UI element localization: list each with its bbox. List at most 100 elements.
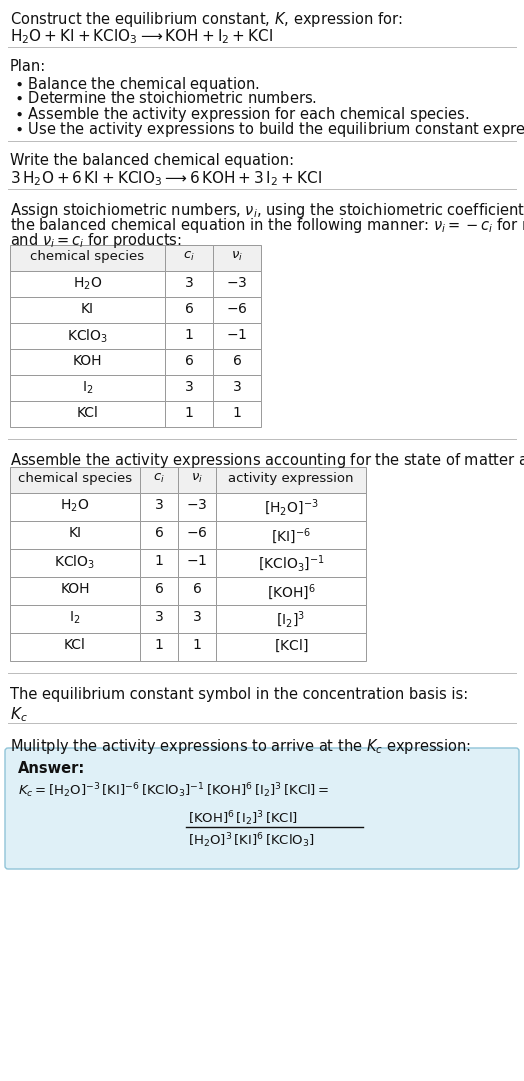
Text: $[\mathrm{KClO_3}]^{-1}$: $[\mathrm{KClO_3}]^{-1}$	[258, 553, 324, 574]
Text: Plan:: Plan:	[10, 59, 46, 74]
Bar	[10, 401, 165, 427]
Text: KOH: KOH	[73, 353, 102, 368]
Text: $[\mathrm{KOH}]^{6}$: $[\mathrm{KOH}]^{6}$	[267, 582, 315, 602]
Bar	[216, 605, 366, 633]
Bar	[10, 521, 140, 549]
Text: KI: KI	[81, 302, 94, 316]
Text: $\bullet$ Balance the chemical equation.: $\bullet$ Balance the chemical equation.	[14, 75, 259, 94]
Text: $[\mathrm{H_2O}]^{-3}$: $[\mathrm{H_2O}]^{-3}$	[264, 498, 318, 519]
Bar	[178, 549, 216, 577]
Bar	[140, 633, 178, 660]
Text: 1: 1	[184, 328, 193, 342]
Text: $-3$: $-3$	[187, 498, 208, 512]
Bar	[10, 467, 366, 493]
Text: $\nu_i$: $\nu_i$	[191, 472, 203, 485]
Bar	[165, 323, 213, 349]
Bar	[213, 271, 261, 297]
Text: $\mathrm{I_2}$: $\mathrm{I_2}$	[82, 381, 93, 397]
Bar	[10, 245, 261, 271]
Text: chemical species: chemical species	[30, 250, 145, 263]
Bar	[178, 577, 216, 605]
Bar	[165, 375, 213, 401]
Text: 6: 6	[155, 582, 163, 596]
Bar	[10, 271, 165, 297]
Text: Mulitply the activity expressions to arrive at the $K_c$ expression:: Mulitply the activity expressions to arr…	[10, 737, 471, 756]
Text: $K_c$: $K_c$	[10, 705, 28, 723]
Text: 1: 1	[192, 638, 201, 652]
Text: 6: 6	[155, 526, 163, 540]
Text: and $\nu_i = c_i$ for products:: and $\nu_i = c_i$ for products:	[10, 231, 182, 250]
Text: $-1$: $-1$	[226, 328, 248, 342]
Text: $\mathrm{I_2}$: $\mathrm{I_2}$	[69, 610, 81, 626]
Bar	[10, 297, 165, 323]
Text: $[\mathrm{KOH}]^{6}\,[\mathrm{I_2}]^{3}\,[\mathrm{KCl}]$: $[\mathrm{KOH}]^{6}\,[\mathrm{I_2}]^{3}\…	[188, 809, 298, 828]
Bar	[140, 493, 178, 521]
Text: KI: KI	[69, 526, 82, 540]
Text: Answer:: Answer:	[18, 761, 85, 776]
Text: $-6$: $-6$	[226, 302, 248, 316]
Bar	[178, 521, 216, 549]
Text: 6: 6	[233, 353, 242, 368]
Text: 1: 1	[155, 553, 163, 568]
Text: $\bullet$ Determine the stoichiometric numbers.: $\bullet$ Determine the stoichiometric n…	[14, 90, 317, 106]
Text: $\mathrm{KClO_3}$: $\mathrm{KClO_3}$	[54, 553, 95, 572]
Bar	[216, 549, 366, 577]
Text: Assemble the activity expressions accounting for the state of matter and $\nu_i$: Assemble the activity expressions accoun…	[10, 451, 524, 470]
Bar	[178, 605, 216, 633]
Bar	[10, 549, 140, 577]
Bar	[165, 401, 213, 427]
Text: $\bullet$ Assemble the activity expression for each chemical species.: $\bullet$ Assemble the activity expressi…	[14, 105, 470, 124]
Text: $[\mathrm{KI}]^{-6}$: $[\mathrm{KI}]^{-6}$	[271, 526, 311, 546]
Bar	[10, 349, 165, 375]
Bar	[10, 245, 165, 271]
Bar	[140, 577, 178, 605]
Text: 6: 6	[184, 302, 193, 316]
Bar	[165, 297, 213, 323]
Text: $\bullet$ Use the activity expressions to build the equilibrium constant express: $\bullet$ Use the activity expressions t…	[14, 120, 524, 139]
Text: $\mathrm{3\,H_2O + 6\,KI + KClO_3 \longrightarrow 6\,KOH + 3\,I_2 + KCl}$: $\mathrm{3\,H_2O + 6\,KI + KClO_3 \longr…	[10, 169, 322, 188]
Bar	[165, 245, 213, 271]
Text: 3: 3	[155, 610, 163, 624]
Text: 6: 6	[184, 353, 193, 368]
Bar	[165, 271, 213, 297]
Bar	[10, 467, 140, 493]
Text: the balanced chemical equation in the following manner: $\nu_i = -c_i$ for react: the balanced chemical equation in the fo…	[10, 216, 524, 235]
Bar	[10, 633, 140, 660]
Text: 1: 1	[184, 406, 193, 421]
Text: $\mathrm{KClO_3}$: $\mathrm{KClO_3}$	[67, 328, 108, 346]
Bar	[216, 577, 366, 605]
Text: 6: 6	[192, 582, 201, 596]
Text: $\nu_i$: $\nu_i$	[231, 250, 243, 263]
Bar	[213, 375, 261, 401]
Text: 3: 3	[184, 381, 193, 393]
Text: KCl: KCl	[77, 406, 99, 421]
Bar	[10, 577, 140, 605]
Text: 1: 1	[233, 406, 242, 421]
Text: KCl: KCl	[64, 638, 86, 652]
Bar	[216, 493, 366, 521]
Bar	[216, 633, 366, 660]
FancyBboxPatch shape	[5, 748, 519, 869]
Bar	[140, 521, 178, 549]
Bar	[140, 605, 178, 633]
Bar	[178, 467, 216, 493]
Bar	[216, 467, 366, 493]
Text: $[\mathrm{KCl}]$: $[\mathrm{KCl}]$	[274, 638, 308, 654]
Text: $c_i$: $c_i$	[183, 250, 195, 263]
Text: 3: 3	[184, 276, 193, 290]
Text: $c_i$: $c_i$	[153, 472, 165, 485]
Text: $\mathrm{H_2O}$: $\mathrm{H_2O}$	[73, 276, 102, 292]
Bar	[213, 323, 261, 349]
Text: $-1$: $-1$	[187, 553, 208, 568]
Bar	[10, 493, 140, 521]
Bar	[178, 493, 216, 521]
Text: $[\mathrm{H_2O}]^{3}\,[\mathrm{KI}]^{6}\,[\mathrm{KClO_3}]$: $[\mathrm{H_2O}]^{3}\,[\mathrm{KI}]^{6}\…	[188, 831, 315, 850]
Text: Assign stoichiometric numbers, $\nu_i$, using the stoichiometric coefficients, $: Assign stoichiometric numbers, $\nu_i$, …	[10, 201, 524, 221]
Text: 1: 1	[155, 638, 163, 652]
Text: 3: 3	[233, 381, 242, 393]
Text: 3: 3	[155, 498, 163, 512]
Text: Construct the equilibrium constant, $K$, expression for:: Construct the equilibrium constant, $K$,…	[10, 10, 402, 29]
Bar	[140, 467, 178, 493]
Bar	[10, 605, 140, 633]
Text: $K_c = [\mathrm{H_2O}]^{-3}\,[\mathrm{KI}]^{-6}\,[\mathrm{KClO_3}]^{-1}\,[\mathr: $K_c = [\mathrm{H_2O}]^{-3}\,[\mathrm{KI…	[18, 780, 330, 800]
